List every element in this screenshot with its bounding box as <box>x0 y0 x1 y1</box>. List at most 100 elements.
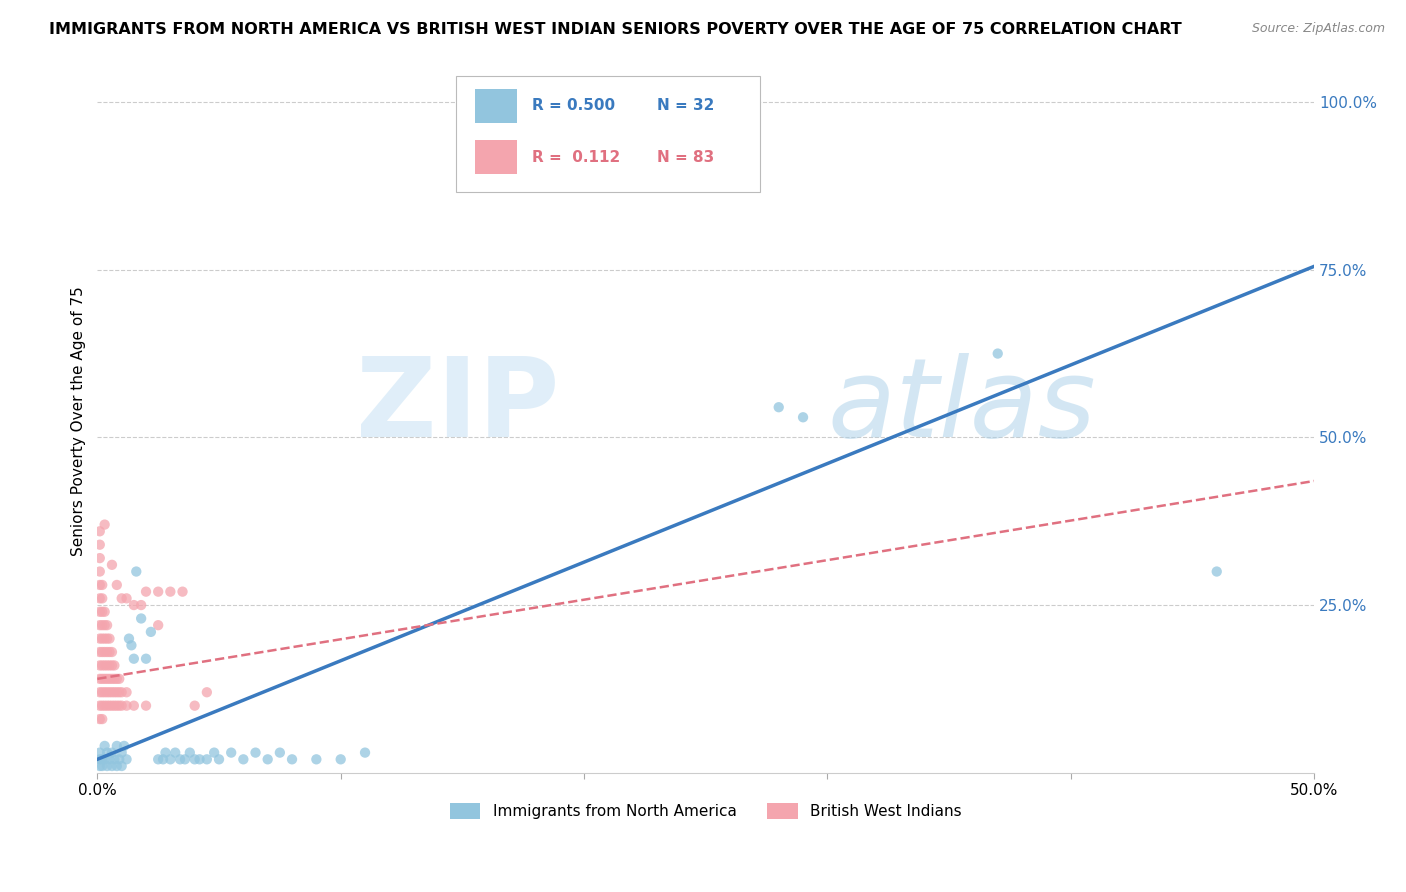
Point <box>91 712 114 726</box>
Point <box>148 752 170 766</box>
Point <box>103 672 125 686</box>
Text: R = 0.500: R = 0.500 <box>531 98 614 113</box>
Point <box>111 591 134 606</box>
Point <box>98 672 121 686</box>
Point <box>329 752 352 766</box>
Point <box>112 739 135 753</box>
Point <box>183 752 205 766</box>
Point <box>96 672 118 686</box>
Point <box>101 672 124 686</box>
Bar <box>475 89 517 123</box>
Point <box>219 746 242 760</box>
Point <box>91 759 114 773</box>
Point <box>111 685 134 699</box>
Point <box>96 698 118 713</box>
Point <box>93 618 115 632</box>
Point <box>188 752 211 766</box>
Point <box>93 672 115 686</box>
Point <box>202 746 225 760</box>
Point <box>93 698 115 713</box>
Point <box>179 746 201 760</box>
Point <box>115 752 138 766</box>
Point <box>93 517 115 532</box>
Point <box>89 605 111 619</box>
Point <box>96 746 118 760</box>
Point <box>101 746 124 760</box>
Point <box>135 584 157 599</box>
Point <box>122 598 145 612</box>
Point <box>118 632 141 646</box>
Point <box>91 658 114 673</box>
Point <box>89 551 111 566</box>
Point <box>93 605 115 619</box>
Point <box>129 598 152 612</box>
Y-axis label: Seniors Poverty Over the Age of 75: Seniors Poverty Over the Age of 75 <box>72 285 86 556</box>
Point <box>105 685 128 699</box>
Point <box>96 632 118 646</box>
Point <box>120 638 142 652</box>
Point <box>89 752 111 766</box>
Point <box>93 632 115 646</box>
Point <box>195 685 218 699</box>
Point <box>269 746 291 760</box>
Point <box>135 698 157 713</box>
Point <box>89 759 111 773</box>
Point <box>91 698 114 713</box>
Point <box>98 752 121 766</box>
Point <box>169 752 191 766</box>
Point <box>174 752 197 766</box>
Point <box>91 672 114 686</box>
Point <box>89 591 111 606</box>
Point <box>89 632 111 646</box>
Point <box>103 658 125 673</box>
Point <box>101 558 124 572</box>
Point <box>195 752 218 766</box>
Point <box>89 712 111 726</box>
Bar <box>475 140 517 174</box>
Point <box>89 658 111 673</box>
Point <box>93 752 115 766</box>
Point <box>101 698 124 713</box>
Point <box>305 752 328 766</box>
Point <box>122 651 145 665</box>
Point <box>91 632 114 646</box>
Point <box>101 645 124 659</box>
FancyBboxPatch shape <box>457 76 761 192</box>
Point <box>111 746 134 760</box>
Point <box>91 578 114 592</box>
Point <box>101 658 124 673</box>
Point <box>96 658 118 673</box>
Point <box>108 672 131 686</box>
Point <box>98 658 121 673</box>
Point <box>89 618 111 632</box>
Point <box>89 578 111 592</box>
Text: Source: ZipAtlas.com: Source: ZipAtlas.com <box>1251 22 1385 36</box>
Point <box>103 685 125 699</box>
Point <box>91 685 114 699</box>
Point <box>101 759 124 773</box>
Point <box>103 698 125 713</box>
Point <box>122 698 145 713</box>
Point <box>89 698 111 713</box>
Point <box>98 645 121 659</box>
Point <box>148 618 170 632</box>
Point <box>115 685 138 699</box>
Point <box>232 752 254 766</box>
Point <box>108 698 131 713</box>
Text: N = 83: N = 83 <box>657 150 714 165</box>
Point <box>91 752 114 766</box>
Text: R =  0.112: R = 0.112 <box>531 150 620 165</box>
Point <box>245 746 267 760</box>
Point <box>152 752 174 766</box>
Point <box>103 752 125 766</box>
Point <box>105 698 128 713</box>
Point <box>108 685 131 699</box>
Point <box>96 685 118 699</box>
Point <box>115 591 138 606</box>
Point <box>96 759 118 773</box>
Point <box>208 752 231 766</box>
Point <box>89 524 111 539</box>
Point <box>135 651 157 665</box>
Point <box>91 645 114 659</box>
Point <box>93 739 115 753</box>
